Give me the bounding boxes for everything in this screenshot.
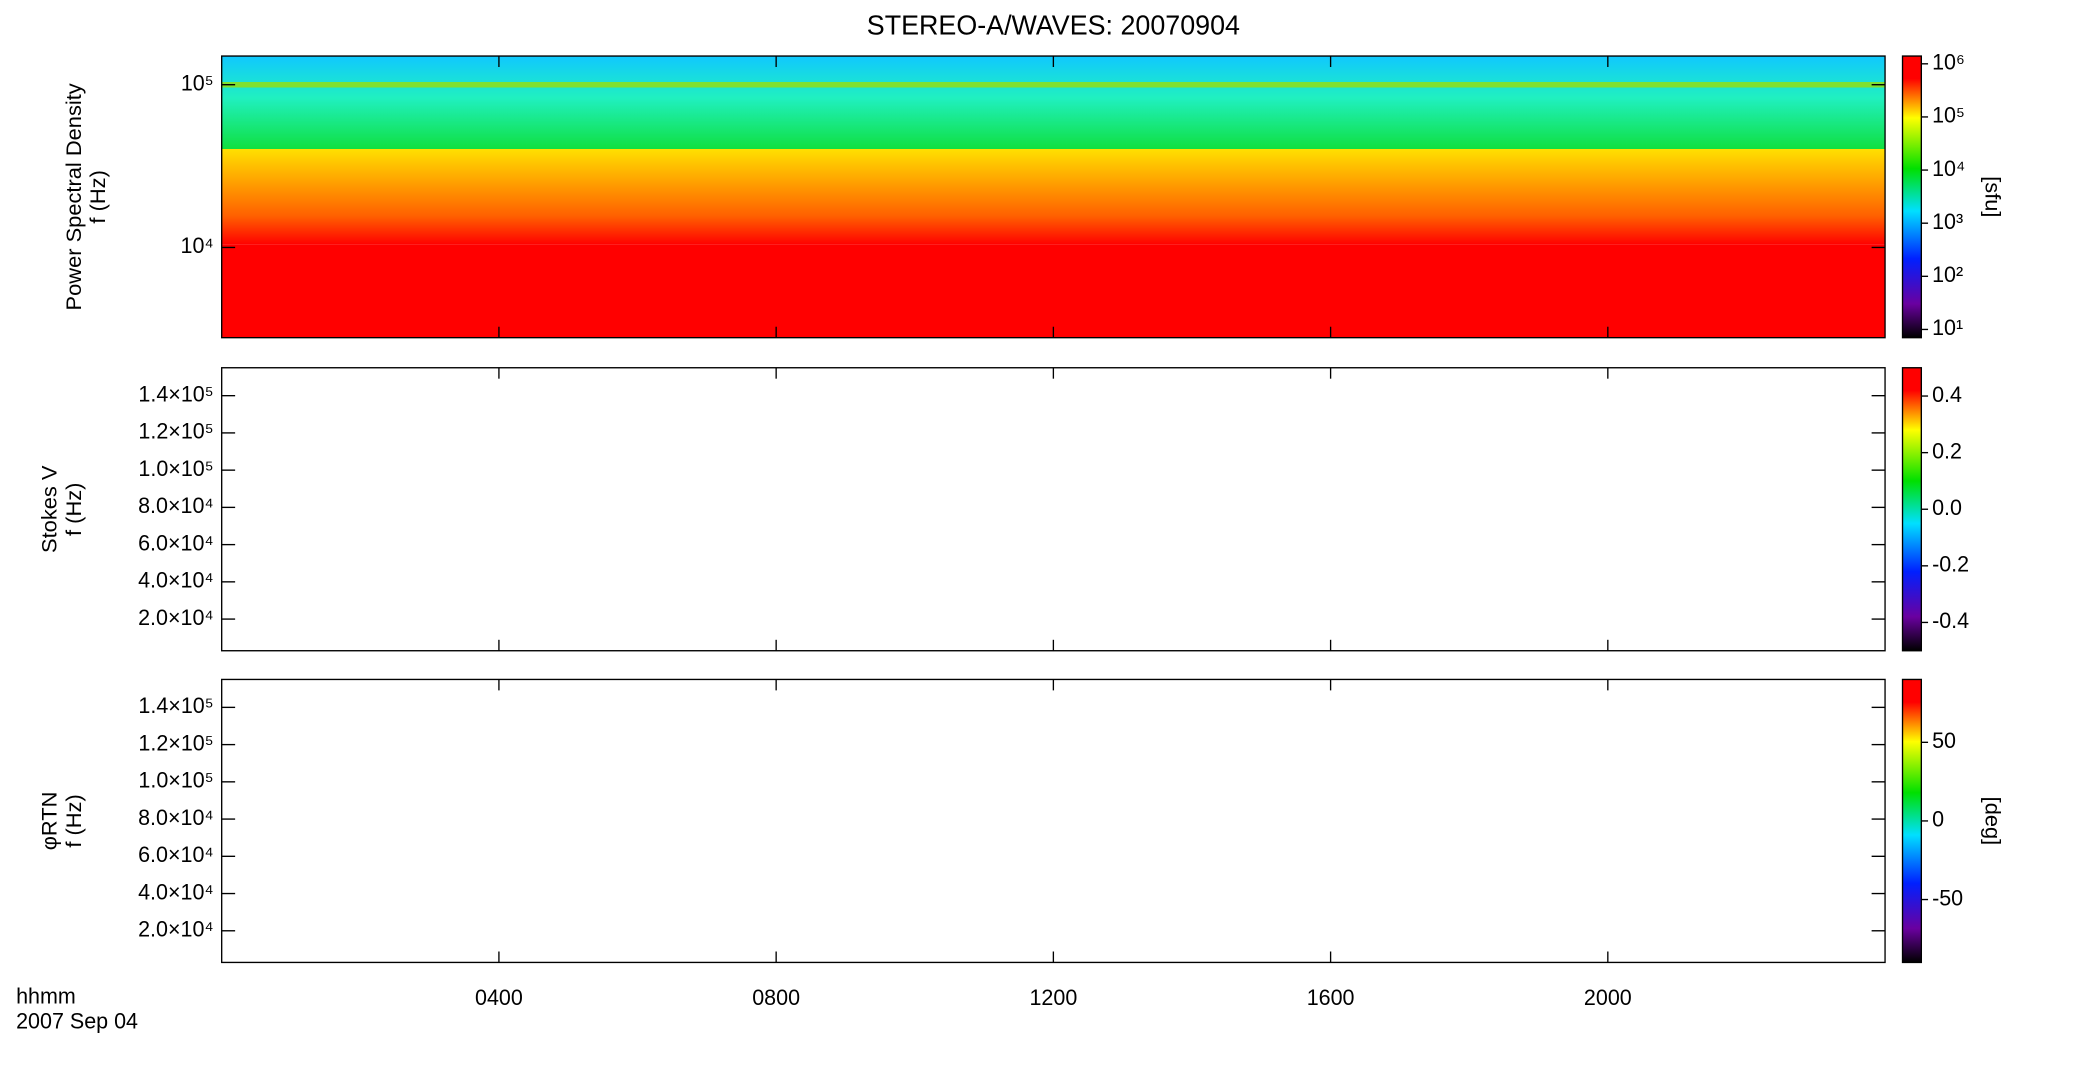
y-tick-label: 1.4×10⁵ (138, 693, 213, 718)
x-tick-label: 0400 (475, 985, 523, 1010)
colorbar-tick-label: -50 (1932, 885, 1963, 910)
x-axis-label: hhmm (16, 984, 76, 1009)
colorbar-tick-label: -0.2 (1932, 551, 1969, 576)
colorbar-tick-label: 0.4 (1932, 382, 1962, 407)
colorbar-tick-label: 0.2 (1932, 438, 1962, 463)
y-tick-label: 1.0×10⁵ (138, 767, 213, 792)
y-axis-label: f (Hz) (61, 483, 86, 536)
colorbar-label: [sfu] (1981, 176, 2006, 217)
y-tick-label: 6.0×10⁴ (138, 530, 214, 555)
colorbar (1901, 367, 1923, 652)
y-tick-label: 6.0×10⁴ (138, 842, 214, 867)
y-tick-label: 4.0×10⁴ (138, 879, 214, 904)
colorbar-tick-label: 0 (1932, 807, 1944, 832)
colorbar-tick-label: 10⁴ (1932, 156, 1965, 181)
plot-frame (221, 367, 1886, 652)
colorbar-tick-label: 50 (1932, 728, 1956, 753)
y-axis-label: Stokes V (37, 465, 62, 553)
y-tick-label: 1.4×10⁵ (138, 381, 213, 406)
y-axis-label: f (Hz) (85, 170, 110, 223)
date-label: 2007 Sep 04 (16, 1008, 138, 1033)
y-tick-label: 8.0×10⁴ (138, 493, 214, 518)
x-tick-label: 2000 (1584, 985, 1632, 1010)
x-tick-label: 1200 (1029, 985, 1077, 1010)
x-tick-label: 0800 (752, 985, 800, 1010)
colorbar (1901, 678, 1923, 964)
colorbar-tick-label: 10¹ (1932, 315, 1963, 340)
y-tick-label: 2.0×10⁴ (138, 605, 214, 630)
y-tick-label: 1.0×10⁵ (138, 456, 213, 481)
chart-title: STEREO-A/WAVES: 20070904 (867, 9, 1240, 40)
colorbar-tick-label: -0.4 (1932, 608, 1969, 633)
y-tick-label: 8.0×10⁴ (138, 805, 214, 830)
colorbar-tick-label: 0.0 (1932, 495, 1962, 520)
y-tick-label: 2.0×10⁴ (138, 916, 214, 941)
y-tick-label: 1.2×10⁵ (138, 419, 213, 444)
y-tick-label: 10⁴ (180, 233, 213, 258)
colorbar-tick-label: 10³ (1932, 209, 1963, 234)
y-tick-label: 10⁵ (181, 70, 214, 95)
y-axis-label: φRTN (37, 792, 62, 851)
colorbar-tick-label: 10⁵ (1932, 103, 1965, 128)
colorbar-label: [deg] (1981, 797, 2006, 846)
plot-frame (221, 678, 1886, 964)
spectrogram (221, 56, 1886, 338)
y-axis-label: Power Spectral Density (61, 83, 86, 310)
colorbar-tick-label: 10⁶ (1932, 49, 1965, 74)
colorbar-tick-label: 10² (1932, 262, 1963, 287)
x-tick-label: 1600 (1307, 985, 1355, 1010)
y-axis-label: f (Hz) (61, 794, 86, 847)
y-tick-label: 1.2×10⁵ (138, 730, 213, 755)
colorbar (1901, 55, 1923, 339)
y-tick-label: 4.0×10⁴ (138, 567, 214, 592)
